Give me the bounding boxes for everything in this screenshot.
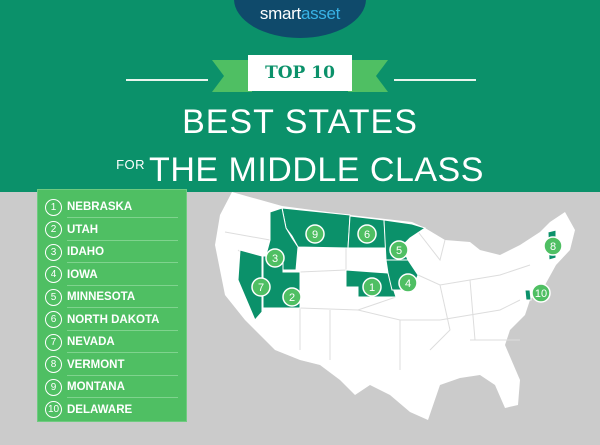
list-item: 8 VERMONT	[45, 354, 186, 377]
state-name: MINNESOTA	[67, 286, 178, 309]
rank-number: 3	[45, 243, 62, 261]
us-outline	[215, 192, 575, 420]
marker-label: 9	[312, 229, 318, 241]
title-main: THE MIDDLE CLASS	[149, 151, 484, 189]
ribbon-right	[348, 60, 388, 92]
marker-label: 7	[258, 282, 264, 294]
state-name: MONTANA	[67, 376, 178, 399]
marker-5	[389, 240, 409, 260]
marker-9	[305, 224, 325, 244]
state-name: NEVADA	[67, 331, 178, 354]
marker-label: 6	[364, 229, 370, 241]
marker-4	[398, 273, 418, 293]
list-item: 7 NEVADA	[45, 331, 186, 354]
marker-label: 4	[405, 278, 411, 290]
marker-10	[531, 283, 551, 303]
list-item: 10 DELAWARE	[45, 399, 186, 422]
list-item: 1 NEBRASKA	[45, 196, 186, 219]
rank-number: 4	[45, 266, 62, 284]
list-item: 4 IOWA	[45, 264, 186, 287]
header-banner: smartasset TOP 10 BEST STATES FOR THE MID…	[0, 0, 600, 192]
state-name: VERMONT	[67, 354, 178, 376]
divider-right	[394, 79, 476, 81]
rank-number: 8	[45, 356, 62, 374]
list-item: 5 MINNESOTA	[45, 286, 186, 309]
state-name: DELAWARE	[67, 403, 133, 416]
list-item: 6 NORTH DAKOTA	[45, 309, 186, 332]
divider-left	[126, 79, 208, 81]
list-item: 3 IDAHO	[45, 241, 186, 264]
list-item: 2 UTAH	[45, 219, 186, 242]
state-name: IDAHO	[67, 241, 178, 264]
marker-label: 10	[535, 288, 547, 300]
marker-6	[357, 224, 377, 244]
rankings-list: 1 NEBRASKA 2 UTAH 3 IDAHO 4 IOWA 5 MINNESOTA 6 NORT…	[37, 189, 187, 422]
marker-3	[265, 248, 285, 268]
logo-text: smartasset	[234, 4, 366, 24]
top10-badge: TOP 10	[248, 55, 352, 91]
state-name: UTAH	[67, 219, 178, 241]
map-markers: 1 2 3 4 5 6 7 8 9 10	[251, 224, 563, 307]
state-name: IOWA	[67, 264, 178, 286]
logo-text-smart: smart	[259, 4, 301, 23]
state-nevada	[237, 249, 263, 321]
rank-number: 7	[45, 333, 62, 351]
rank-number: 6	[45, 311, 62, 329]
title-prefix: FOR	[116, 157, 146, 172]
marker-label: 8	[550, 241, 556, 253]
title-line2: FOR THE MIDDLE CLASS	[0, 145, 600, 189]
marker-2	[282, 287, 302, 307]
rank-number: 5	[45, 288, 62, 306]
state-name: NEBRASKA	[67, 196, 178, 219]
ribbon-left	[212, 60, 252, 92]
logo-text-asset: asset	[300, 4, 341, 23]
rank-number: 9	[45, 378, 62, 396]
rank-number: 10	[45, 401, 62, 419]
state-name: NORTH DAKOTA	[67, 309, 178, 331]
title-line1: BEST STATES	[182, 103, 418, 141]
marker-8	[543, 236, 563, 256]
marker-label: 3	[272, 253, 278, 265]
state-delaware	[524, 289, 532, 301]
rank-number: 2	[45, 221, 62, 239]
list-item: 9 MONTANA	[45, 376, 186, 399]
marker-label: 2	[289, 292, 295, 304]
rank-number: 1	[45, 198, 62, 216]
marker-1	[362, 277, 382, 297]
marker-7	[251, 277, 271, 297]
marker-label: 1	[369, 282, 375, 294]
marker-label: 5	[396, 245, 402, 257]
